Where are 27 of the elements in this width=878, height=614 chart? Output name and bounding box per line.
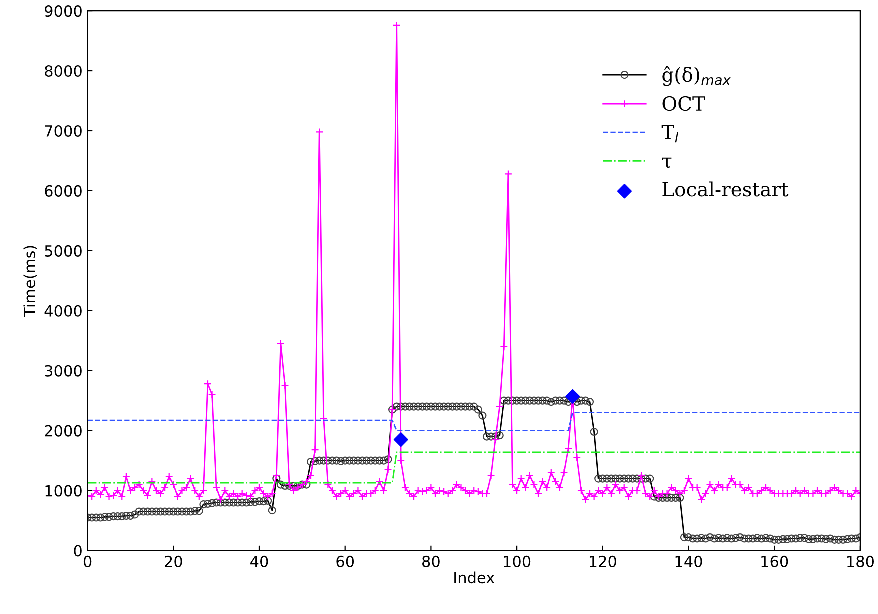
legend-label: τ — [662, 158, 672, 168]
y-axis-title: Time(ms) — [24, 246, 38, 318]
y-tick-label: 4000 — [44, 305, 82, 317]
legend-label: ĝ(δ)$_{max}$ — [662, 66, 731, 86]
legend-label: T$_{l}$ — [662, 125, 679, 143]
x-tick-label: 0 — [84, 556, 92, 568]
y-tick-label: 5000 — [45, 245, 82, 257]
x-tick-label: 40 — [250, 556, 268, 568]
y-tick-label: 9000 — [45, 6, 82, 18]
y-tick-label: 0 — [74, 545, 82, 557]
x-axis-title: Index — [454, 572, 495, 584]
legend-label: Local-restart — [662, 182, 789, 197]
y-tick-label: 2000 — [45, 425, 82, 437]
legend-label: OCT — [662, 96, 706, 112]
x-tick-label: 180 — [848, 556, 874, 568]
y-tick-label: 6000 — [45, 185, 82, 197]
x-tick-label: 80 — [422, 556, 440, 568]
x-tick-label: 160 — [762, 556, 788, 568]
x-tick-label: 100 — [504, 556, 531, 568]
x-tick-label: 60 — [336, 556, 354, 568]
y-tick-label: 7000 — [45, 125, 82, 138]
y-tick-label: 1000 — [46, 485, 82, 497]
x-tick-label: 120 — [590, 556, 616, 568]
y-tick-label: 8000 — [45, 65, 82, 78]
x-tick-label: 20 — [165, 556, 182, 568]
x-tick-label: 140 — [676, 556, 702, 568]
y-tick-label: 3000 — [45, 365, 82, 377]
